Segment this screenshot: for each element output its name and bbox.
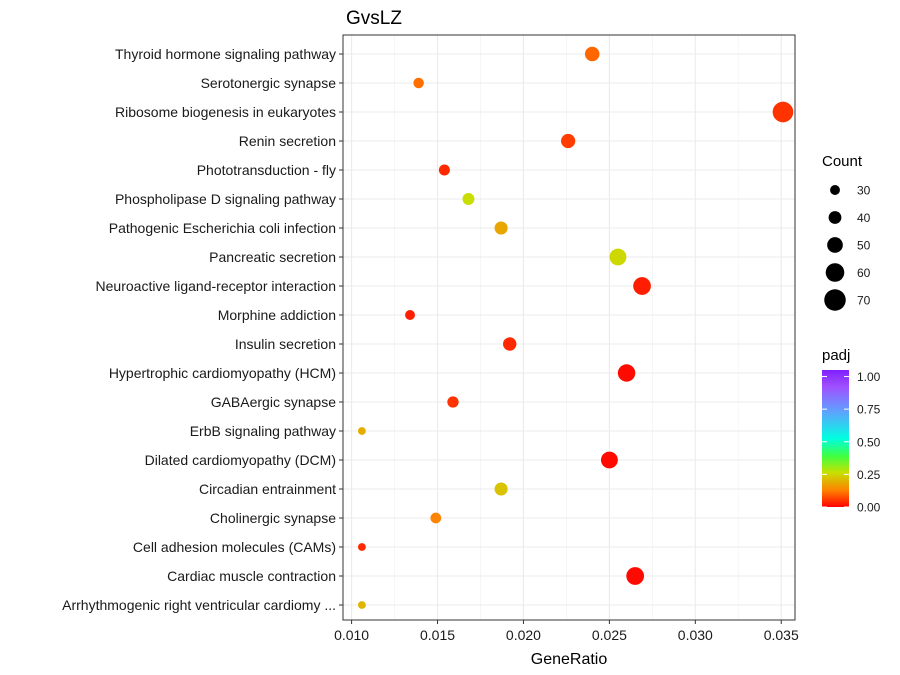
points-layer (357, 46, 794, 609)
plot-border (342, 34, 796, 621)
color-legend-label: 0.75 (857, 403, 881, 417)
y-tick-label: Thyroid hormone signaling pathway (115, 46, 336, 62)
y-tick-label: Dilated cardiomyopathy (DCM) (145, 452, 336, 468)
data-point (438, 164, 450, 176)
x-tick-label: 0.020 (506, 627, 541, 643)
data-point (609, 248, 627, 266)
y-tick-label: Renin secretion (239, 133, 336, 149)
data-point (447, 396, 459, 408)
data-point (413, 77, 424, 89)
y-tick-label: Morphine addiction (218, 307, 336, 323)
data-point (617, 364, 636, 382)
size-legend-dot (830, 185, 840, 195)
size-legend-label: 50 (857, 239, 871, 253)
data-point (494, 221, 508, 235)
size-legend-label: 30 (857, 184, 871, 198)
y-tick-label: Pancreatic secretion (209, 249, 336, 265)
size-legend-dot (827, 237, 843, 253)
size-legend-dot (824, 289, 846, 311)
data-point (626, 567, 645, 585)
x-tick-label: 0.010 (334, 627, 369, 643)
data-point (494, 482, 508, 496)
data-point (561, 133, 576, 149)
size-legend-label: 40 (857, 211, 871, 225)
y-tick-label: Arrhythmogenic right ventricular cardiom… (62, 597, 336, 613)
data-point (357, 427, 366, 435)
size-legend-dot (825, 263, 845, 282)
color-legend-label: 0.25 (857, 468, 881, 482)
y-tick-label: Pathogenic Escherichia coli infection (109, 220, 336, 236)
data-point (772, 101, 794, 123)
y-tick-label: Serotonergic synapse (201, 75, 337, 91)
y-tick-label: Ribosome biogenesis in eukaryotes (115, 104, 336, 120)
data-point (357, 543, 366, 551)
data-point (584, 46, 600, 62)
color-legend-title: padj (822, 347, 850, 364)
color-legend: padj 0.00 0.25 0.50 0.75 1.00 (822, 347, 881, 515)
data-point (430, 512, 442, 524)
y-tick-label: Circadian entrainment (199, 481, 336, 497)
color-legend-ticks: 0.00 0.25 0.50 0.75 1.00 (822, 370, 881, 515)
y-tick-label: Cell adhesion molecules (CAMs) (133, 539, 336, 555)
size-legend-label: 60 (857, 266, 871, 280)
y-axis: Thyroid hormone signaling pathway Seroton… (62, 46, 343, 613)
y-tick-label: ErbB signaling pathway (190, 423, 336, 439)
data-point (357, 601, 366, 609)
x-tick-label: 0.015 (420, 627, 455, 643)
grid-layer (343, 35, 795, 620)
y-tick-label: Cardiac muscle contraction (167, 568, 336, 584)
size-legend-dot (828, 211, 842, 224)
color-legend-label: 1.00 (857, 370, 881, 384)
y-tick-label: Hypertrophic cardiomyopathy (HCM) (109, 365, 336, 381)
data-point (405, 310, 415, 320)
x-tick-label: 0.030 (678, 627, 713, 643)
x-tick-label: 0.025 (592, 627, 627, 643)
size-legend: Count 30 40 50 60 70 (822, 153, 871, 311)
data-point (503, 337, 517, 351)
data-point (462, 193, 475, 205)
size-legend-label: 70 (857, 294, 871, 308)
color-legend-label: 0.50 (857, 435, 881, 449)
color-legend-label: 0.00 (857, 501, 881, 515)
plot-panel (343, 35, 795, 620)
chart-title: GvsLZ (346, 8, 402, 29)
size-legend-title: Count (822, 153, 863, 170)
y-tick-label: Cholinergic synapse (210, 510, 336, 526)
y-tick-label: Insulin secretion (235, 336, 336, 352)
y-tick-label: Phototransduction - fly (197, 162, 336, 178)
x-axis-label: GeneRatio (531, 651, 608, 668)
y-tick-label: GABAergic synapse (211, 394, 336, 410)
y-tick-label: Neuroactive ligand-receptor interaction (96, 278, 336, 294)
y-tick-label: Phospholipase D signaling pathway (115, 191, 336, 207)
data-point (633, 277, 651, 295)
x-axis: 0.010 0.015 0.020 0.025 0.030 0.035 (334, 620, 799, 643)
color-legend-bar (822, 370, 849, 507)
size-legend-items: 30 40 50 60 70 (824, 184, 871, 311)
x-tick-label: 0.035 (764, 627, 799, 643)
data-point (600, 451, 618, 469)
